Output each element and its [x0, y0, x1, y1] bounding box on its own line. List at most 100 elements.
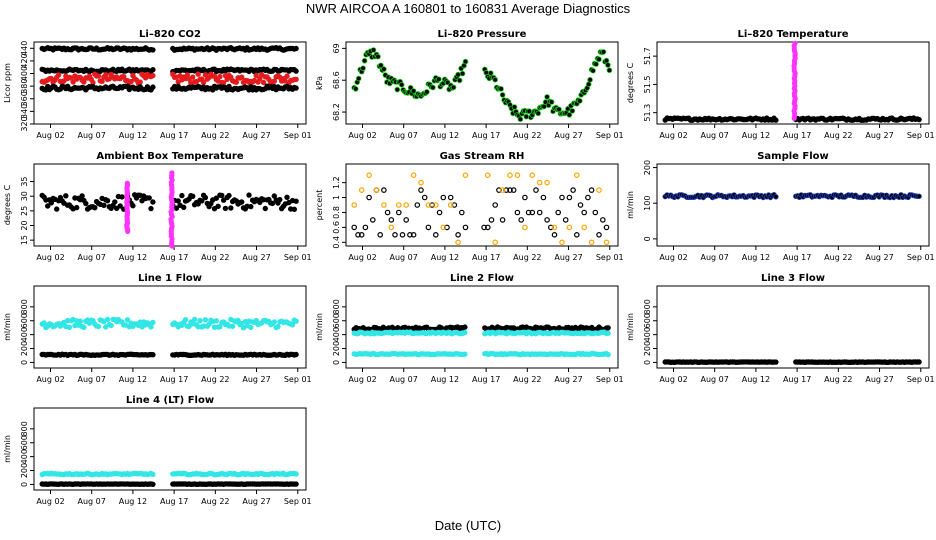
data-point	[362, 224, 369, 231]
y-tick-label: 25	[20, 206, 29, 216]
x-tick-label: Aug 12	[119, 253, 147, 262]
chart-title: Li–820 CO2	[139, 29, 201, 40]
y-tick-label: 15	[20, 235, 29, 245]
data-point	[605, 330, 611, 336]
data-point	[102, 324, 109, 330]
data-point	[217, 73, 223, 80]
data-point	[377, 232, 384, 238]
data-point	[462, 224, 469, 231]
data-point	[381, 66, 387, 72]
data-point	[544, 179, 550, 186]
plot-frame	[345, 41, 619, 125]
x-tick-label: Aug 22	[513, 131, 541, 140]
data-point	[366, 194, 372, 201]
chart-title: Line 1 Flow	[138, 273, 202, 284]
y-axis-label: ml/min	[626, 191, 635, 219]
x-tick-label: Aug 17	[160, 131, 188, 140]
x-tick-label: Aug 27	[554, 131, 582, 140]
data-point	[603, 239, 610, 246]
x-tick-label: Sep 01	[596, 253, 624, 262]
y-tick-label: 400	[20, 66, 29, 81]
data-point	[388, 217, 395, 223]
data-point	[117, 203, 123, 209]
x-tick-label: Aug 07	[390, 375, 418, 384]
data-point	[197, 318, 203, 324]
data-point	[430, 84, 436, 91]
x-tick-label: Aug 27	[865, 131, 893, 140]
x-tick-label: Aug 12	[431, 253, 459, 262]
data-point	[293, 198, 299, 204]
data-point	[596, 187, 602, 193]
data-point	[189, 74, 196, 80]
y-tick-label: 1.2	[332, 176, 341, 189]
data-point	[104, 316, 111, 323]
chart-title: Gas Stream RH	[440, 151, 525, 162]
y-axis-label: degrees C	[626, 62, 635, 103]
data-point	[233, 79, 239, 85]
data-point	[95, 73, 102, 79]
y-tick-label: 20	[20, 220, 29, 230]
data-point	[398, 81, 405, 88]
x-tick-label: Aug 07	[390, 131, 418, 140]
chart-temperature: Li–820 Temperature degrees C 51.3 51.5 51.7 A…	[626, 29, 935, 140]
data-point	[395, 209, 402, 216]
x-tick-label: Aug 22	[201, 253, 229, 262]
data-point	[536, 209, 543, 216]
plot-frame	[656, 285, 930, 369]
data-point	[351, 202, 358, 208]
data-point	[593, 61, 599, 67]
data-point	[462, 351, 468, 357]
data-point	[262, 205, 268, 212]
y-tick-label: 0.6	[332, 221, 341, 234]
data-point	[253, 72, 259, 79]
data-point	[189, 193, 196, 199]
chart-title: Ambient Box Temperature	[96, 151, 243, 162]
data-point	[92, 204, 98, 211]
data-point	[435, 76, 442, 82]
data-point	[481, 224, 487, 231]
x-tick-label: Aug 02	[659, 253, 687, 262]
data-point	[588, 239, 595, 246]
chart-rh: Gas Stream RH percent 0.4 0.6 0.8 1 1.2 Aug 02 A…	[315, 151, 624, 262]
data-point	[403, 217, 410, 223]
data-point	[128, 78, 134, 85]
data-point	[293, 85, 299, 91]
chart-ambient_box: Ambient Box Temperature degrees C 15 20 25 30…	[3, 151, 312, 262]
data-point	[392, 232, 398, 238]
y-tick-label: 68.6	[332, 71, 341, 89]
data-point	[229, 323, 236, 329]
outlier-point	[124, 180, 130, 186]
data-point	[211, 205, 218, 212]
data-point	[381, 187, 387, 193]
data-point	[529, 172, 536, 179]
data-point	[432, 202, 439, 208]
chart-pressure: Li–820 Pressure kPa 68.2 68.6 69 Aug 02 Aug 07…	[315, 29, 624, 140]
y-axis-label: ml/min	[315, 313, 324, 341]
x-tick-label: Aug 02	[36, 131, 64, 140]
x-tick-label: Sep 01	[284, 375, 312, 384]
data-point	[179, 192, 185, 199]
data-point	[200, 79, 207, 86]
data-point	[381, 202, 387, 208]
data-point	[517, 116, 524, 122]
y-tick-label: 35	[20, 176, 29, 186]
data-point	[440, 224, 447, 231]
data-point	[916, 116, 922, 123]
data-point	[596, 232, 602, 238]
data-point	[605, 325, 611, 331]
data-point	[514, 209, 521, 216]
y-tick-label: 200	[643, 160, 652, 175]
data-point	[450, 84, 457, 91]
data-point	[773, 194, 779, 200]
data-point	[293, 318, 299, 324]
x-tick-label: Aug 02	[36, 375, 64, 384]
data-point	[456, 77, 463, 84]
y-tick-label: 51.7	[643, 47, 652, 65]
data-point	[510, 187, 517, 193]
y-tick-label: 0	[20, 482, 29, 487]
data-point	[603, 224, 610, 231]
plot-frame	[345, 163, 619, 247]
chart-co2: Li–820 CO2 Licor ppm 320340360380400420440…	[3, 29, 312, 140]
data-point	[137, 79, 143, 85]
chart-sample_flow: Sample Flow ml/min 0 100 200 Aug 02 Aug 07 Aug …	[626, 151, 935, 262]
